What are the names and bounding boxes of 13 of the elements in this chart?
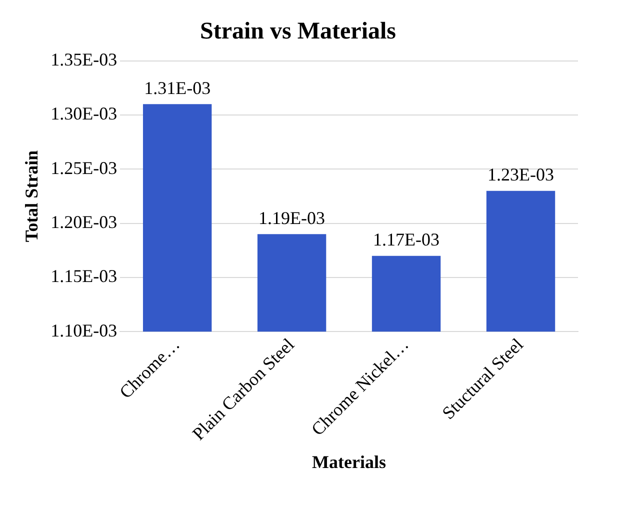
y-tick-label: 1.15E-03 <box>50 266 118 286</box>
data-label: 1.19E-03 <box>258 208 326 228</box>
y-tick-label: 1.30E-03 <box>50 104 118 124</box>
data-label: 1.31E-03 <box>144 78 211 98</box>
data-label: 1.23E-03 <box>488 164 554 185</box>
y-tick-label: 1.10E-03 <box>50 320 118 340</box>
y-tick-label: 1.25E-03 <box>50 158 118 178</box>
y-tick-label: 1.20E-03 <box>50 212 118 232</box>
data-label: 1.17E-03 <box>373 230 440 250</box>
x-axis-title: Materials <box>312 452 386 472</box>
chart-title: Strain vs Materials <box>200 18 396 45</box>
y-axis-title: Total Strain <box>21 150 42 242</box>
y-tick-label: 1.35E-03 <box>50 50 118 70</box>
